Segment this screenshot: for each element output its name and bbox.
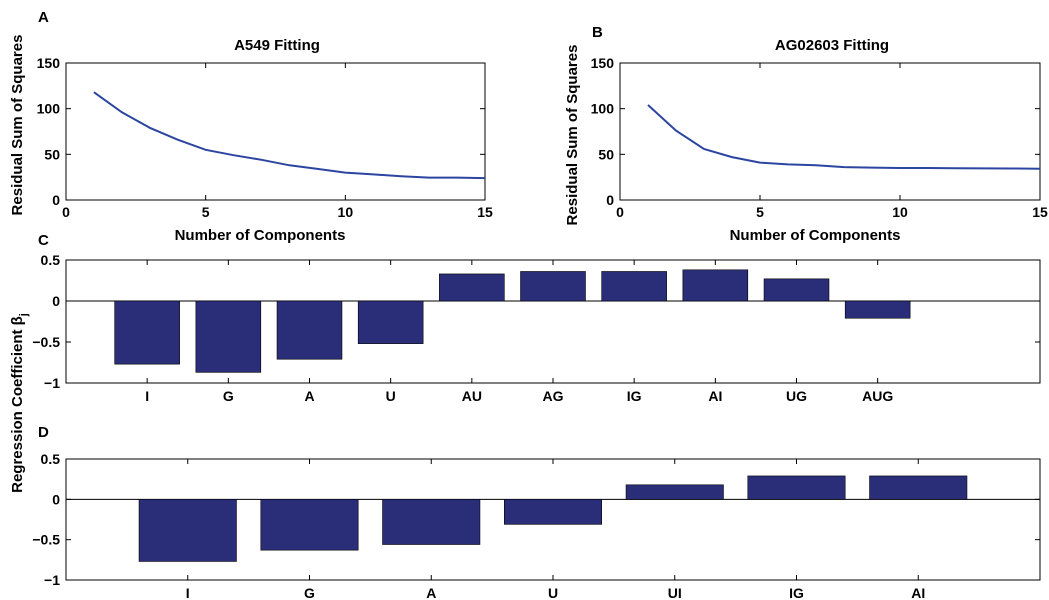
- bar: [763, 278, 830, 302]
- x-tick-label: 5: [202, 204, 210, 220]
- bar: [601, 271, 667, 302]
- shared-y-axis-label-subscript: j: [18, 313, 30, 317]
- chart-title: AG02603 Fitting: [775, 37, 889, 54]
- bar: [844, 300, 911, 319]
- x-tick-label: U: [386, 388, 396, 404]
- y-tick-label: 0.5: [41, 451, 61, 467]
- shared-y-axis-label: Regression Coefficient βj: [9, 313, 30, 493]
- bar: [520, 271, 586, 302]
- x-tick-label: 10: [338, 204, 354, 220]
- bar: [357, 300, 424, 344]
- x-tick-label: AI: [911, 585, 925, 600]
- x-tick-label: U: [548, 585, 558, 600]
- y-axis-label: Residual Sum of Squares: [9, 35, 26, 216]
- panel-letter: D: [38, 424, 49, 441]
- y-tick-label: 0.5: [41, 252, 61, 268]
- bar: [439, 273, 505, 302]
- panel-a: 0 50 100 150 0 5 10 15: [37, 55, 493, 220]
- bar: [747, 475, 846, 500]
- x-tick-label: 0: [62, 204, 70, 220]
- y-axis-label: Residual Sum of Squares: [564, 45, 581, 226]
- y-tick-label: −1: [44, 375, 60, 391]
- x-axis-label: Number of Components: [175, 227, 346, 244]
- bar: [138, 499, 237, 562]
- y-tick-label: 50: [598, 146, 614, 162]
- x-tick-label: IG: [627, 388, 642, 404]
- x-tick-label: AG: [543, 388, 564, 404]
- x-tick-label: UI: [668, 585, 682, 600]
- bar: [503, 499, 602, 525]
- bar: [260, 499, 359, 551]
- y-tick-label: −0.5: [32, 532, 60, 548]
- y-tick-label: 150: [37, 55, 61, 71]
- panel-c: −1−0.500.5I G A U AU AG IG AI UG AUG: [32, 252, 1041, 404]
- x-tick-label: AU: [462, 388, 482, 404]
- chart-title: A549 Fitting: [234, 37, 320, 54]
- x-tick-label: I: [186, 585, 190, 600]
- x-tick-label: 10: [892, 204, 908, 220]
- x-tick-label: AUG: [862, 388, 893, 404]
- y-tick-label: −0.5: [32, 334, 60, 350]
- y-tick-label: 150: [591, 55, 615, 71]
- x-tick-label: 15: [1032, 204, 1048, 220]
- bar: [195, 300, 262, 373]
- bar: [114, 300, 180, 365]
- bar: [382, 499, 481, 545]
- panel-b: 0 50 100 150 0 5 10 15: [591, 55, 1048, 220]
- plot-frame: [65, 62, 486, 201]
- x-tick-label: UG: [786, 388, 807, 404]
- panel-letter: A: [38, 9, 49, 26]
- x-tick-label: G: [304, 585, 315, 600]
- x-tick-label: AI: [708, 388, 722, 404]
- y-tick-label: 100: [37, 101, 61, 117]
- series-line: [93, 91, 486, 180]
- y-tick-label: 0: [52, 491, 60, 507]
- y-tick-label: 0: [52, 293, 60, 309]
- panel-letter: C: [38, 232, 49, 249]
- bar: [625, 484, 724, 500]
- shared-y-axis-label-text: Regression Coefficient β: [9, 316, 26, 493]
- panel-letter: B: [592, 24, 603, 41]
- y-tick-label: 0: [606, 192, 614, 208]
- y-tick-label: −1: [44, 572, 60, 588]
- bar: [276, 300, 343, 360]
- y-tick-label: 100: [591, 101, 615, 117]
- x-tick-label: I: [145, 388, 149, 404]
- bar: [682, 269, 749, 302]
- x-tick-label: A: [426, 585, 436, 600]
- x-tick-label: A: [304, 388, 314, 404]
- panel-d: −1−0.500.5I G A U UI IG AI: [32, 451, 1041, 600]
- bar: [869, 475, 968, 500]
- y-tick-label: 0: [52, 192, 60, 208]
- x-tick-label: 5: [756, 204, 764, 220]
- x-tick-label: G: [223, 388, 234, 404]
- x-axis-label: Number of Components: [730, 227, 901, 244]
- x-tick-label: 0: [616, 204, 624, 220]
- series-line: [647, 104, 1041, 170]
- x-tick-label: IG: [789, 585, 804, 600]
- x-tick-label: 15: [477, 204, 493, 220]
- plot-frame: [619, 62, 1041, 201]
- y-tick-label: 50: [44, 146, 60, 162]
